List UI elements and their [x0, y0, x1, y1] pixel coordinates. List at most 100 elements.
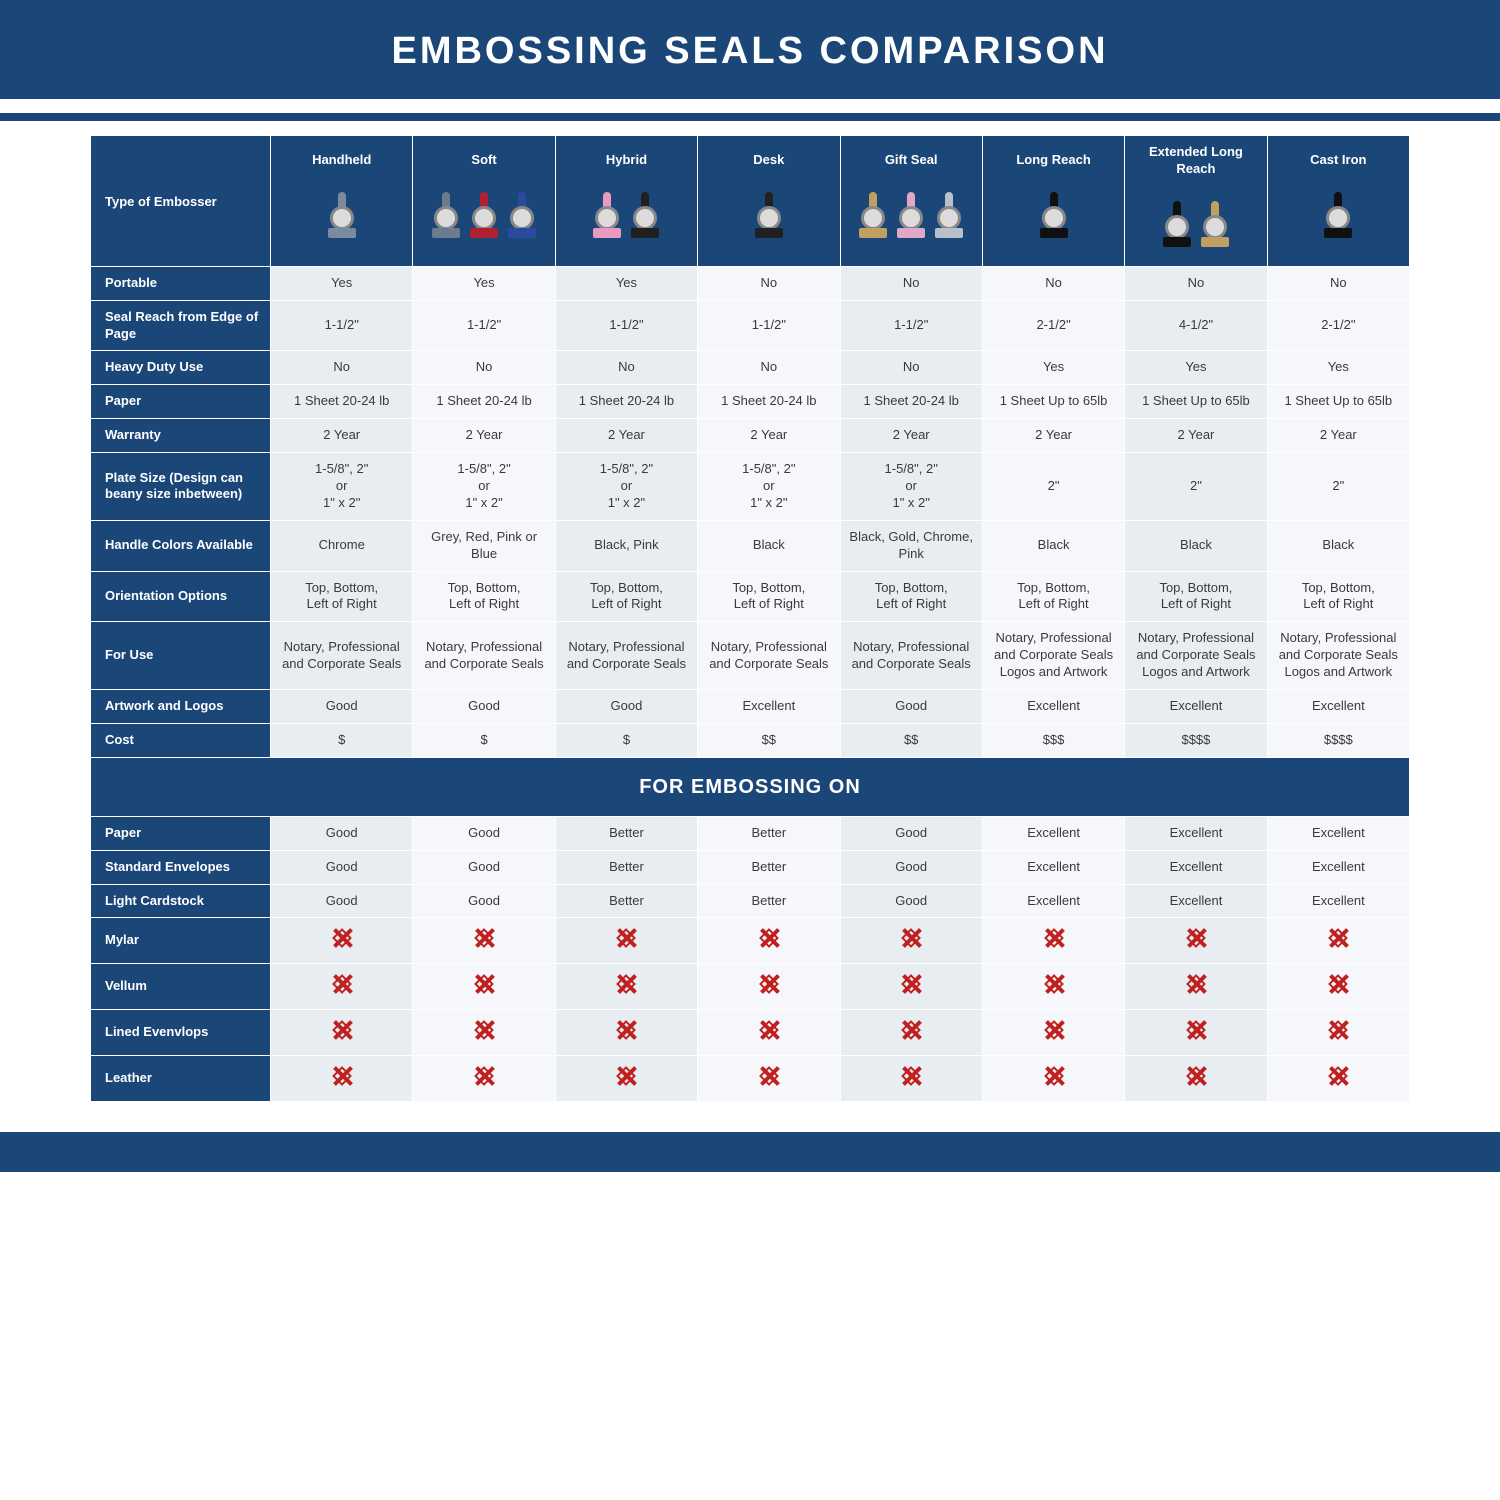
table-cell: 2 Year: [982, 419, 1124, 453]
table-row: PortableYesYesYesNoNoNoNoNo: [91, 266, 1410, 300]
table-cell: No: [840, 266, 982, 300]
table-cell: Excellent: [1267, 816, 1409, 850]
table-cell: [698, 1010, 840, 1056]
table-cell: Excellent: [1125, 884, 1267, 918]
table-cell: [982, 1056, 1124, 1102]
table-cell: No: [698, 351, 840, 385]
table-cell: 1-5/8", 2"or1" x 2": [555, 453, 697, 521]
table-cell: 1 Sheet 20-24 lb: [271, 385, 413, 419]
column-header: Cast Iron: [1267, 136, 1409, 267]
table-cell: Good: [413, 884, 555, 918]
table-cell: Good: [840, 816, 982, 850]
table-cell: $$$$: [1125, 723, 1267, 757]
x-icon: [1184, 1018, 1208, 1042]
table-cell: $$: [698, 723, 840, 757]
row-label: Orientation Options: [91, 571, 271, 622]
table-cell: Notary, Professional and Corporate Seals…: [982, 622, 1124, 690]
table-cell: Top, Bottom,Left of Right: [982, 571, 1124, 622]
table-cell: Yes: [982, 351, 1124, 385]
table-cell: Excellent: [1267, 850, 1409, 884]
table-cell: Black, Gold, Chrome, Pink: [840, 520, 982, 571]
table-cell: [413, 1056, 555, 1102]
table-cell: Yes: [555, 266, 697, 300]
table-cell: Good: [271, 884, 413, 918]
table-cell: Chrome: [271, 520, 413, 571]
x-icon: [614, 926, 638, 950]
row-label: Paper: [91, 816, 271, 850]
table-row: Vellum: [91, 964, 1410, 1010]
table-cell: 1 Sheet 20-24 lb: [840, 385, 982, 419]
table-cell: [555, 1056, 697, 1102]
table-cell: 1 Sheet 20-24 lb: [698, 385, 840, 419]
table-cell: [1125, 918, 1267, 964]
table-cell: [1125, 1010, 1267, 1056]
column-header: Extended Long Reach: [1125, 136, 1267, 267]
x-icon: [330, 926, 354, 950]
row-label: Lined Evenvlops: [91, 1010, 271, 1056]
column-label: Hybrid: [560, 152, 693, 169]
row-label: Vellum: [91, 964, 271, 1010]
row-label: Paper: [91, 385, 271, 419]
x-icon: [1042, 926, 1066, 950]
column-header: Handheld: [271, 136, 413, 267]
table-cell: 2": [1125, 453, 1267, 521]
x-icon: [899, 1018, 923, 1042]
table-cell: 2": [1267, 453, 1409, 521]
table-cell: Notary, Professional and Corporate Seals: [840, 622, 982, 690]
table-cell: Notary, Professional and Corporate Seals: [555, 622, 697, 690]
table-cell: Notary, Professional and Corporate Seals…: [1125, 622, 1267, 690]
table-cell: Top, Bottom,Left of Right: [271, 571, 413, 622]
table-cell: 1-5/8", 2"or1" x 2": [271, 453, 413, 521]
table-cell: 2": [982, 453, 1124, 521]
table-cell: [1125, 964, 1267, 1010]
table-cell: Notary, Professional and Corporate Seals: [413, 622, 555, 690]
table-cell: [271, 918, 413, 964]
table-cell: No: [840, 351, 982, 385]
column-label: Handheld: [275, 152, 408, 169]
table-cell: $: [271, 723, 413, 757]
table-cell: Grey, Red, Pink or Blue: [413, 520, 555, 571]
table-cell: [840, 1010, 982, 1056]
table-cell: Top, Bottom,Left of Right: [1267, 571, 1409, 622]
row-label: Seal Reach from Edge of Page: [91, 300, 271, 351]
table-cell: [555, 964, 697, 1010]
row-label: Mylar: [91, 918, 271, 964]
x-icon: [1326, 1018, 1350, 1042]
table-cell: No: [413, 351, 555, 385]
table-row: Warranty2 Year2 Year2 Year2 Year2 Year2 …: [91, 419, 1410, 453]
table-cell: Good: [840, 850, 982, 884]
row-label: Light Cardstock: [91, 884, 271, 918]
row-label: Standard Envelopes: [91, 850, 271, 884]
table-cell: 2 Year: [555, 419, 697, 453]
table-cell: No: [982, 266, 1124, 300]
table-cell: No: [1125, 266, 1267, 300]
table-cell: Excellent: [698, 690, 840, 724]
table-cell: 1-1/2": [271, 300, 413, 351]
table-cell: Yes: [271, 266, 413, 300]
table-cell: Notary, Professional and Corporate Seals: [271, 622, 413, 690]
table-cell: Black: [698, 520, 840, 571]
x-icon: [472, 1018, 496, 1042]
table-cell: Better: [698, 884, 840, 918]
column-label: Desk: [702, 152, 835, 169]
table-row: Mylar: [91, 918, 1410, 964]
table-row: Light CardstockGoodGoodBetterBetterGoodE…: [91, 884, 1410, 918]
table-cell: [982, 964, 1124, 1010]
header-row: Type of Embosser HandheldSoftHybridDeskG…: [91, 136, 1410, 267]
embosser-icon: [560, 173, 693, 253]
table-cell: 1 Sheet 20-24 lb: [413, 385, 555, 419]
table-cell: Yes: [413, 266, 555, 300]
divider-top: [0, 113, 1500, 121]
table-cell: Excellent: [982, 816, 1124, 850]
column-header: Gift Seal: [840, 136, 982, 267]
table-row: Leather: [91, 1056, 1410, 1102]
row-label: For Use: [91, 622, 271, 690]
table-cell: [271, 964, 413, 1010]
table-cell: [698, 964, 840, 1010]
x-icon: [1326, 972, 1350, 996]
table-cell: Good: [271, 850, 413, 884]
table-row: Plate Size (Design can beany size inbetw…: [91, 453, 1410, 521]
table-row: Heavy Duty UseNoNoNoNoNoYesYesYes: [91, 351, 1410, 385]
table-row: Paper1 Sheet 20-24 lb1 Sheet 20-24 lb1 S…: [91, 385, 1410, 419]
table-cell: Excellent: [1125, 816, 1267, 850]
